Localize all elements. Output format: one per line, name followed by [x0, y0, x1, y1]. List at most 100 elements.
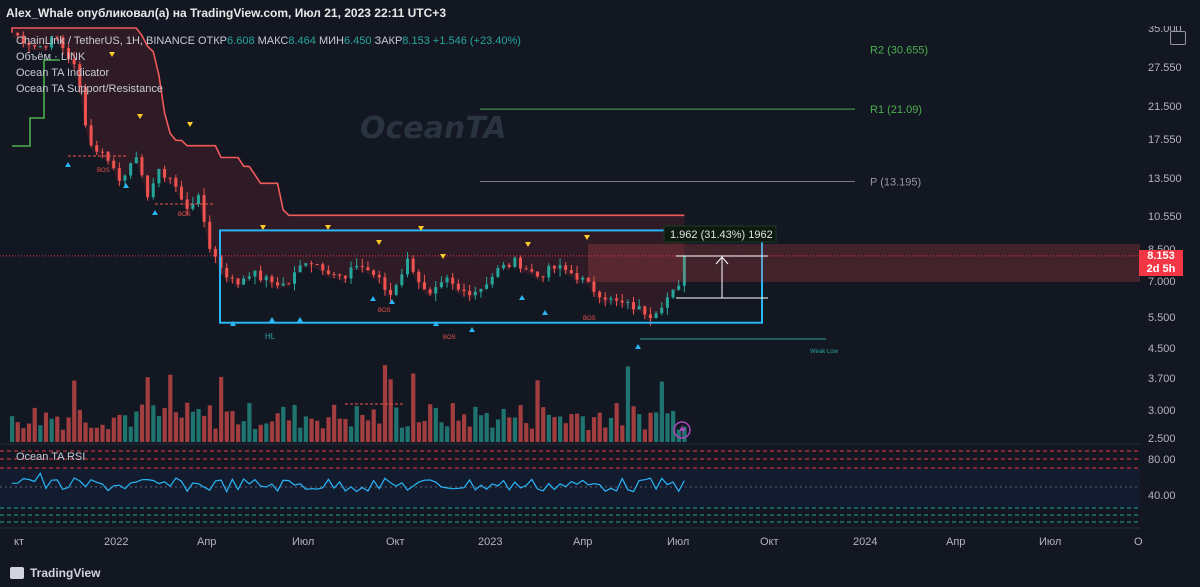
- change-value: +1.546 (+23.40%): [432, 35, 521, 47]
- camera-icon[interactable]: [1170, 31, 1186, 45]
- candle-body: [72, 58, 76, 65]
- indicator-support-resistance[interactable]: Ocean TA Support/Resistance: [16, 83, 163, 95]
- candle-body: [343, 275, 347, 279]
- candle-body: [230, 277, 234, 279]
- candle-body: [134, 157, 138, 164]
- volume-bar: [320, 428, 325, 442]
- candle-body: [615, 298, 619, 301]
- candle-body: [168, 177, 172, 179]
- volume-bar: [642, 429, 647, 442]
- candle-body: [456, 283, 460, 290]
- candle-body: [479, 288, 483, 292]
- volume-bar: [230, 411, 235, 442]
- volume-bar: [433, 407, 438, 442]
- volume-bar: [207, 405, 212, 442]
- candle-body: [123, 175, 127, 181]
- volume-bar: [608, 417, 614, 442]
- candle-body: [78, 64, 82, 88]
- y-tick-label: 17.550: [1148, 134, 1182, 146]
- volume-bar: [162, 407, 167, 442]
- y-tick-label: 4.500: [1148, 343, 1176, 355]
- volume-bar: [66, 417, 71, 442]
- rsi-band: [0, 468, 1140, 508]
- swing-low-marker: [519, 295, 525, 300]
- candle-body: [38, 46, 42, 48]
- candle-body: [225, 267, 229, 278]
- volume-bar: [524, 423, 529, 442]
- volume-bar: [123, 415, 128, 442]
- x-tick-label: Окт: [386, 536, 405, 548]
- candle-body: [422, 282, 426, 290]
- candle-body: [428, 289, 432, 294]
- candle-body: [100, 151, 104, 153]
- candle-body: [61, 37, 65, 49]
- candle-body: [626, 302, 630, 304]
- volume-bar: [77, 409, 82, 442]
- candle-body: [558, 265, 562, 269]
- swing-low-marker: [635, 344, 641, 349]
- candle-body: [146, 175, 150, 198]
- volume-bar: [202, 415, 207, 442]
- symbol-row[interactable]: ChainLink / TetherUS, 1H, BINANCE ОТКР6.…: [16, 33, 521, 49]
- swing-low-marker: [389, 299, 395, 304]
- volume-bar: [490, 427, 495, 442]
- indicator-volume[interactable]: Объём · LINK: [16, 51, 86, 63]
- x-tick-label: Окт: [760, 536, 779, 548]
- volume-bar: [371, 409, 376, 442]
- volume-bar: [377, 423, 382, 442]
- rsi-title[interactable]: Ocean TA RSI: [16, 451, 86, 463]
- volume-bar: [241, 421, 246, 442]
- candle-body: [180, 186, 183, 200]
- publish-header: Alex_Whale опубликовал(а) на TradingView…: [0, 0, 1200, 26]
- swing-high-marker: [525, 242, 531, 247]
- close-label: ЗАКР: [374, 35, 403, 47]
- pivot-label: R2 (30.655): [870, 45, 928, 57]
- volume-bar: [179, 417, 184, 442]
- candle-body: [89, 125, 93, 146]
- candle-body: [660, 307, 664, 314]
- candle-body: [519, 257, 522, 269]
- x-tick-label: Апр: [573, 536, 592, 548]
- tv-logo-icon: [10, 567, 24, 579]
- volume-bar: [224, 411, 229, 442]
- volume-bar: [518, 405, 523, 442]
- candle-body: [389, 289, 393, 295]
- volume-bar: [168, 374, 173, 442]
- volume-bar: [332, 404, 337, 442]
- candle-body: [671, 289, 675, 298]
- candle-body: [309, 263, 313, 265]
- candle-body: [338, 274, 342, 276]
- x-tick-label: Июл: [1039, 536, 1061, 548]
- candle-body: [547, 265, 551, 278]
- volume-bar: [569, 414, 574, 442]
- volume-bar: [281, 406, 286, 442]
- price-chart[interactable]: R2 (30.655) R1 (21.09) P (13.195) 1.962 (31…: [0, 26, 1200, 560]
- candle-body: [298, 265, 302, 273]
- swing-low-marker: [433, 321, 439, 326]
- volume-bar: [625, 366, 631, 442]
- candle-body: [411, 258, 415, 272]
- swing-high-marker: [325, 225, 331, 230]
- candle-body: [21, 35, 25, 44]
- open-label: ОТКР: [198, 35, 228, 47]
- candle-body: [355, 265, 359, 268]
- candle-body: [400, 274, 404, 286]
- candle-body: [648, 314, 652, 319]
- volume-bar: [563, 423, 568, 442]
- indicator-ocean-ta[interactable]: Ocean TA Indicator: [16, 67, 110, 79]
- candle-body: [569, 270, 573, 274]
- y-tick-label: 21.500: [1148, 101, 1182, 113]
- candle-body: [575, 273, 579, 280]
- volume-bar: [682, 426, 687, 442]
- volume-bar: [49, 418, 54, 442]
- x-tick-label: Апр: [197, 536, 216, 548]
- swing-low-marker: [297, 317, 303, 322]
- candle-body: [196, 195, 200, 205]
- volume-bar: [72, 380, 77, 442]
- volume-bar: [196, 408, 201, 442]
- tradingview-logo[interactable]: TradingView: [10, 566, 100, 580]
- low-label: МИН: [318, 35, 344, 47]
- resistance-line: [11, 27, 685, 217]
- candle-body: [383, 277, 387, 290]
- candle-body: [473, 291, 477, 296]
